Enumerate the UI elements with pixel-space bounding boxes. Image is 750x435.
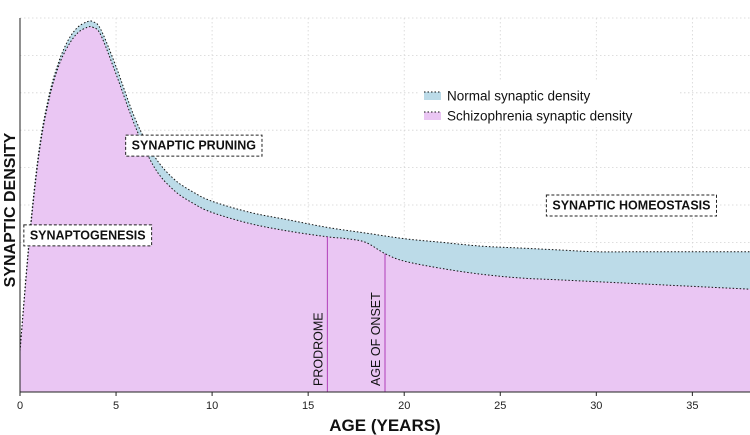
annotation-frame (545, 194, 717, 217)
legend-label: Normal synaptic density (447, 89, 591, 104)
annotation-text: SYNAPTIC HOMEOSTASIS (552, 199, 710, 213)
legend-box (418, 81, 678, 127)
annotation-frame (125, 134, 263, 157)
x-tick-label: 35 (686, 400, 698, 412)
vline-label: PRODROME (311, 312, 325, 386)
annotation-box: SYNAPTIC HOMEOSTASIS (545, 194, 717, 217)
legend-swatch (424, 112, 441, 120)
x-axis-title: AGE (YEARS) (329, 416, 440, 435)
vline-label: AGE OF ONSET (369, 292, 383, 386)
area-fill-series-1 (20, 26, 750, 393)
phase-annotations: SYNAPTOGENESIS SYNAPTIC PRUNING SYNAPTIC H… (23, 134, 717, 247)
annotation-frame (23, 224, 153, 247)
vertical-markers: PRODROME AGE OF ONSET (311, 236, 386, 392)
annotation-text: SYNAPTOGENESIS (30, 228, 146, 242)
x-tick-label: 20 (398, 400, 410, 412)
annotation-box: SYNAPTOGENESIS (23, 224, 153, 247)
legend: Normal synaptic density Schizophrenia syn… (418, 81, 678, 127)
x-tick-label: 30 (590, 400, 602, 412)
x-tick-label: 5 (113, 400, 119, 412)
axes: 0 5 10 15 20 25 30 35 AGE (YEARS) SYNAPTIC DENSIT… (2, 18, 750, 435)
annotation-text: SYNAPTIC PRUNING (132, 139, 256, 153)
legend-label: Schizophrenia synaptic density (447, 109, 633, 124)
x-tick-label: 25 (494, 400, 506, 412)
annotation-box: SYNAPTIC PRUNING (125, 134, 263, 157)
area-outline-series-0 (19, 20, 750, 351)
legend-swatch (424, 92, 441, 100)
area-series (19, 20, 750, 393)
y-axis-title: SYNAPTIC DENSITY (2, 132, 19, 287)
x-tick-label: 15 (302, 400, 314, 412)
x-tick-label: 0 (17, 400, 23, 412)
x-tick-label: 10 (206, 400, 218, 412)
